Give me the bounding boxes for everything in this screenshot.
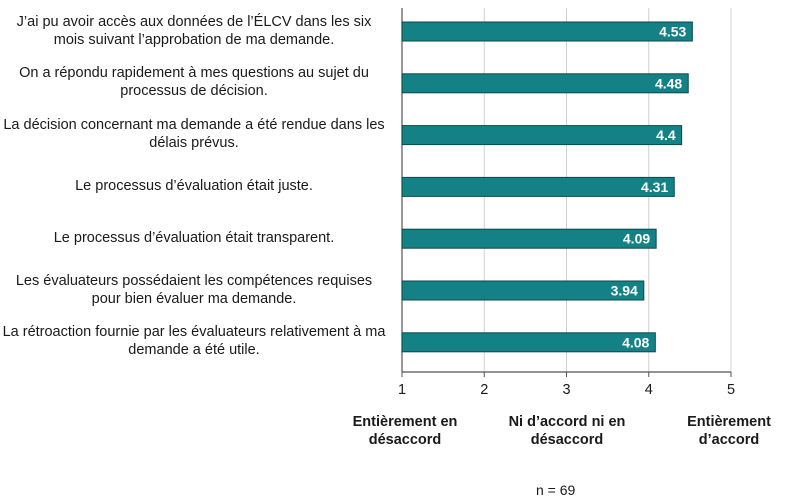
x-tick-label: 3 <box>562 382 570 398</box>
x-tick-label: 2 <box>480 382 488 398</box>
category-label: Le processus d’évaluation était transpar… <box>53 229 335 246</box>
bar <box>401 176 675 197</box>
anchor-high-label: Entièrement d’accord <box>687 414 771 448</box>
bar <box>401 332 656 353</box>
anchor-low-label: Entièrement en désaccord <box>352 414 458 448</box>
bar-value-label: 4.31 <box>641 179 668 195</box>
bar <box>401 228 657 249</box>
bar-value-label: 4.08 <box>622 334 649 350</box>
category-label: La rétroaction fournie par les évaluateu… <box>2 324 386 359</box>
bar <box>401 21 693 42</box>
category-label: Le processus d’évaluation était juste. <box>75 177 313 194</box>
bar-value-label: 4.53 <box>659 24 686 40</box>
x-axis: 1 2 3 4 5 <box>398 371 735 398</box>
bar <box>401 280 645 301</box>
anchor-mid-label: Ni d’accord ni en désaccord <box>508 414 626 448</box>
x-tick-label: 4 <box>645 382 653 398</box>
bar <box>401 125 683 146</box>
bar <box>401 73 689 94</box>
category-label: J’ai pu avoir accès aux données de l’ÉLC… <box>16 13 372 48</box>
category-label: On a répondu rapidement à mes questions … <box>19 65 369 100</box>
category-label: Les évaluateurs possédaient les compéten… <box>15 272 373 307</box>
x-tick-label: 1 <box>398 382 406 398</box>
x-tick-label: 5 <box>727 382 735 398</box>
sample-size-note: n = 69 <box>536 482 576 498</box>
bar-value-label: 4.09 <box>623 231 650 247</box>
bar-value-label: 4.4 <box>656 127 676 143</box>
bars-group: 4.53 4.48 4.4 4.31 4.09 3.94 4.08 <box>401 21 693 353</box>
bar-value-label: 3.94 <box>611 283 638 299</box>
category-label: La décision concernant ma demande a été … <box>3 117 385 152</box>
bar-value-label: 4.48 <box>655 75 682 91</box>
